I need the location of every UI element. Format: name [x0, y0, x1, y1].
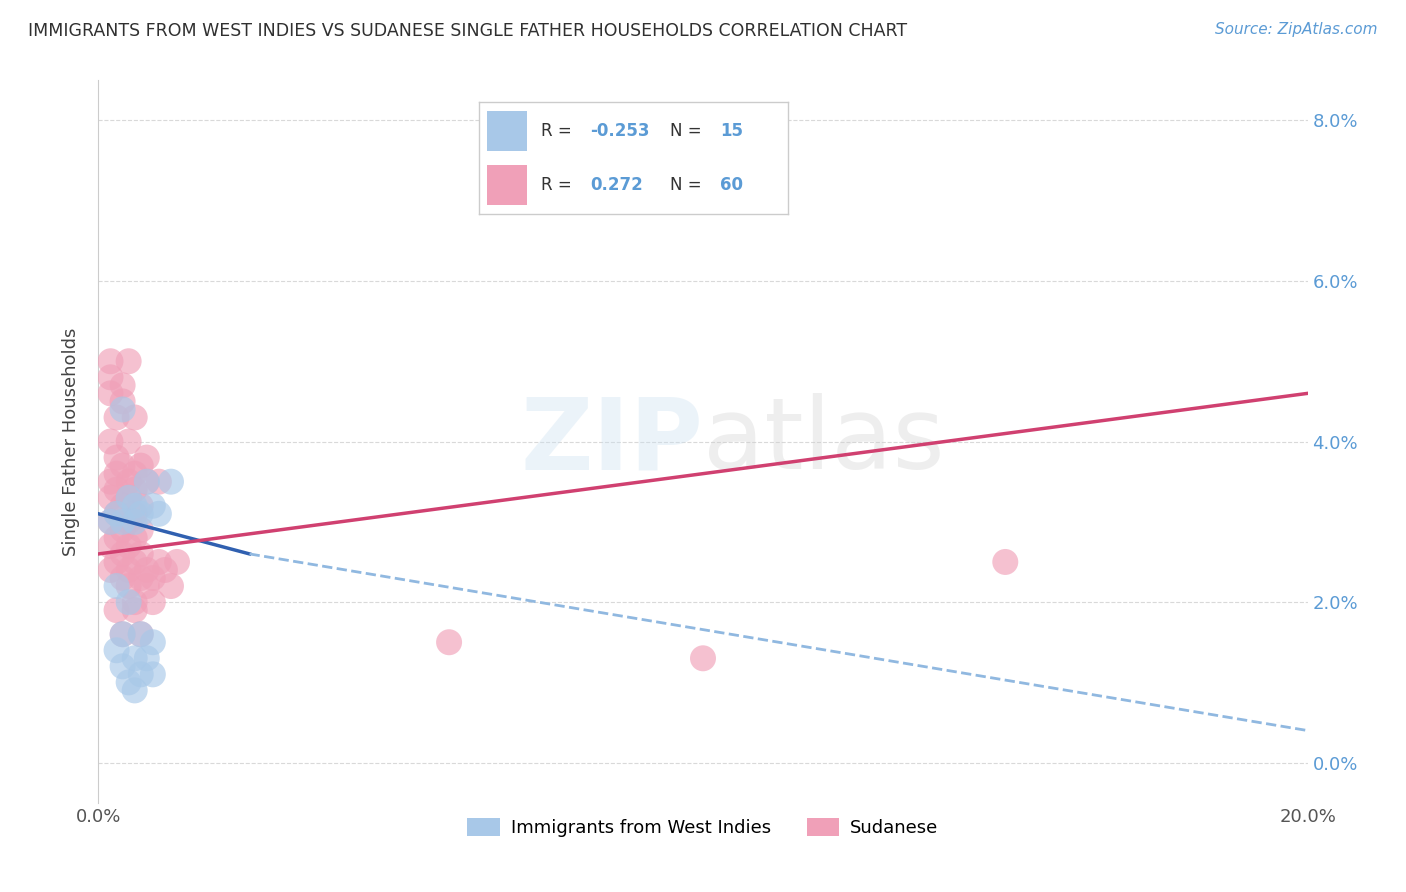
Point — [100, 370, 122, 384]
Point — [118, 491, 141, 505]
Point — [118, 434, 141, 449]
Point — [124, 595, 146, 609]
Point — [994, 555, 1017, 569]
Point — [100, 563, 122, 577]
Point — [105, 643, 128, 657]
Point — [105, 531, 128, 545]
Point — [111, 458, 134, 473]
Point — [118, 563, 141, 577]
Point — [135, 475, 157, 489]
Point — [153, 563, 176, 577]
Point — [105, 507, 128, 521]
Point — [124, 515, 146, 529]
Point — [105, 603, 128, 617]
Point — [105, 555, 128, 569]
Point — [111, 515, 134, 529]
Point — [118, 675, 141, 690]
Point — [118, 595, 141, 609]
Point — [111, 402, 134, 417]
Point — [100, 434, 122, 449]
Point — [166, 555, 188, 569]
Point — [129, 627, 152, 641]
Text: ZIP: ZIP — [520, 393, 703, 490]
Point — [129, 458, 152, 473]
Point — [142, 499, 165, 513]
Point — [148, 507, 170, 521]
Point — [111, 499, 134, 513]
Point — [124, 410, 146, 425]
Point — [124, 555, 146, 569]
Point — [118, 354, 141, 368]
Text: IMMIGRANTS FROM WEST INDIES VS SUDANESE SINGLE FATHER HOUSEHOLDS CORRELATION CHA: IMMIGRANTS FROM WEST INDIES VS SUDANESE … — [28, 22, 907, 40]
Point — [124, 603, 146, 617]
Point — [118, 475, 141, 489]
Point — [142, 595, 165, 609]
Point — [135, 450, 157, 465]
Point — [135, 579, 157, 593]
Point — [111, 571, 134, 585]
Point — [124, 467, 146, 481]
Point — [118, 539, 141, 553]
Point — [124, 651, 146, 665]
Point — [135, 563, 157, 577]
Point — [142, 571, 165, 585]
Point — [105, 410, 128, 425]
Point — [100, 475, 122, 489]
Point — [124, 483, 146, 497]
Point — [100, 354, 122, 368]
Point — [111, 627, 134, 641]
Point — [118, 579, 141, 593]
Point — [111, 659, 134, 673]
Point — [124, 531, 146, 545]
Point — [105, 579, 128, 593]
Point — [135, 475, 157, 489]
Point — [142, 635, 165, 649]
Point — [105, 483, 128, 497]
Point — [142, 667, 165, 681]
Point — [111, 627, 134, 641]
Point — [129, 499, 152, 513]
Point — [100, 515, 122, 529]
Point — [124, 507, 146, 521]
Point — [111, 394, 134, 409]
Text: atlas: atlas — [703, 393, 945, 490]
Point — [100, 491, 122, 505]
Point — [129, 507, 152, 521]
Point — [105, 450, 128, 465]
Point — [135, 651, 157, 665]
Point — [692, 651, 714, 665]
Point — [105, 467, 128, 481]
Point — [100, 539, 122, 553]
Point — [111, 523, 134, 537]
Point — [160, 579, 183, 593]
Point — [124, 499, 146, 513]
Point — [118, 515, 141, 529]
Point — [160, 475, 183, 489]
Point — [100, 515, 122, 529]
Point — [118, 491, 141, 505]
Point — [129, 523, 152, 537]
Point — [129, 627, 152, 641]
Point — [111, 547, 134, 561]
Point — [129, 547, 152, 561]
Point — [148, 555, 170, 569]
Point — [100, 386, 122, 401]
Y-axis label: Single Father Households: Single Father Households — [62, 327, 80, 556]
Point — [111, 378, 134, 392]
Point — [124, 683, 146, 698]
Point — [437, 635, 460, 649]
Text: Source: ZipAtlas.com: Source: ZipAtlas.com — [1215, 22, 1378, 37]
Point — [105, 507, 128, 521]
Point — [129, 667, 152, 681]
Point — [129, 571, 152, 585]
Legend: Immigrants from West Indies, Sudanese: Immigrants from West Indies, Sudanese — [460, 811, 946, 845]
Point — [148, 475, 170, 489]
